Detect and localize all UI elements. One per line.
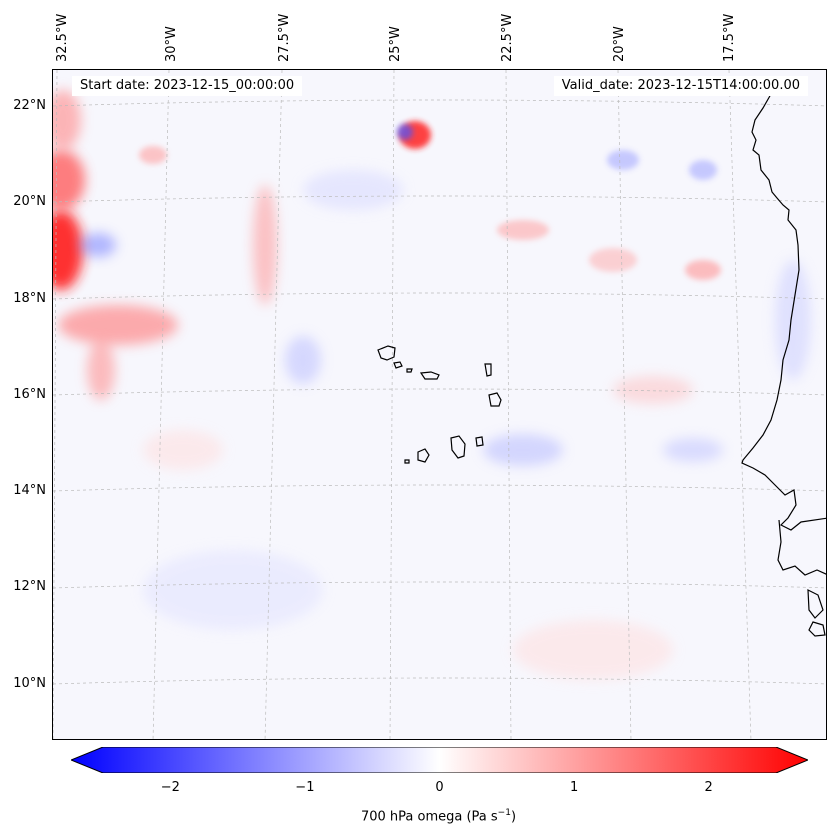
parallel-10n: [53, 677, 826, 685]
ascent-west-17n: [87, 340, 115, 400]
lon-label-27-5w: 27.5°W: [277, 13, 292, 62]
parallel-16n: [53, 388, 826, 396]
colorbar-tick-2: 2: [704, 780, 713, 795]
lat-label-22n: 22°N: [13, 98, 46, 113]
ascent-line-27w: [253, 185, 277, 305]
ascent-west-north: [53, 150, 85, 210]
descent-cell-1: [607, 150, 639, 170]
omega-field-map: [53, 70, 826, 739]
lon-label-32-5w: 32.5°W: [55, 13, 70, 62]
meridian-17-5w: [728, 70, 752, 739]
descent-cell-3: [285, 336, 321, 384]
map-panel: [52, 69, 827, 740]
meridian-20w: [617, 70, 632, 739]
start-date-label: Start date: 2023-12-15_00:00:00: [72, 76, 303, 96]
africa-coastline: [741, 93, 826, 531]
maio-island: [475, 436, 484, 447]
descent-west-19n: [80, 233, 116, 257]
lat-label-18n: 18°N: [13, 291, 46, 306]
colorbar-label: 700 hPa omega (Pa s−1): [0, 808, 837, 824]
coastlines: [377, 93, 826, 637]
parallel-22n: [53, 99, 826, 107]
colorbar-tick-neg2: −2: [160, 780, 180, 795]
meridian-30w: [152, 70, 170, 739]
senegal-gambia-coast: [777, 519, 826, 576]
ascent-west-top: [53, 90, 81, 150]
lat-label-16n: 16°N: [13, 387, 46, 402]
ascent-cell-1: [139, 146, 167, 164]
ascent-cell-5: [613, 376, 693, 404]
descent-core-north: [397, 124, 413, 140]
boa-vista-island: [488, 392, 502, 407]
bijagos-islands-2: [808, 621, 826, 637]
ascent-cell-3: [589, 248, 637, 272]
colorbar-bar: [71, 747, 808, 773]
parallel-18n: [53, 292, 826, 300]
ascent-cell-2: [497, 220, 549, 240]
colorbar: [71, 747, 808, 773]
descent-cell-4: [483, 434, 563, 466]
lat-label-14n: 14°N: [13, 483, 46, 498]
lon-label-30w: 30°W: [164, 26, 179, 62]
ascent-band-18n: [58, 305, 178, 345]
graticule: [53, 70, 826, 739]
colorbar-label-exponent: −1: [497, 808, 511, 818]
lon-label-22-5w: 22.5°W: [500, 13, 515, 62]
santiago-island: [450, 435, 466, 459]
santo-antao-island: [377, 345, 396, 361]
meridian-32-5w: [53, 70, 58, 739]
colorbar-tick-1: 1: [569, 780, 579, 795]
weak-descent-north: [303, 170, 403, 210]
colorbar-tick-0: 0: [435, 780, 444, 795]
colorbar-label-close: ): [510, 809, 517, 825]
weak-descent-south: [143, 550, 323, 630]
strong-ascent-west-edge: [53, 210, 83, 290]
sal-island: [484, 363, 492, 377]
descent-cell-5: [663, 438, 723, 462]
parallel-14n: [53, 484, 826, 492]
sao-nicolau-island: [419, 371, 440, 380]
bijagos-islands-1: [807, 589, 824, 619]
lat-label-20n: 20°N: [13, 194, 46, 209]
santa-luzia-island: [406, 368, 413, 373]
lat-label-12n: 12°N: [13, 579, 46, 594]
ascent-cell-4: [685, 260, 721, 280]
descent-cell-2: [689, 160, 717, 180]
parallel-20n: [53, 195, 826, 203]
weak-ascent-south: [513, 620, 673, 680]
omega-field: [53, 90, 811, 680]
lon-label-25w: 25°W: [388, 26, 403, 62]
sao-vicente-island: [393, 361, 403, 369]
colorbar-label-text: 700 hPa omega (Pa s: [360, 809, 498, 825]
colorbar-tick-neg1: −1: [295, 780, 315, 795]
brava-island: [404, 459, 410, 464]
descent-coast: [775, 260, 811, 380]
meridian-27-5w: [264, 70, 283, 739]
valid-date-label: Valid_date: 2023-12-15T14:00:00.00: [553, 76, 808, 96]
weak-ascent-west: [143, 430, 223, 470]
lat-label-10n: 10°N: [13, 676, 46, 691]
meridian-22-5w: [505, 70, 512, 739]
lon-label-20w: 20°W: [612, 26, 627, 62]
fogo-island: [417, 448, 430, 463]
parallel-12n: [53, 581, 826, 589]
meridian-25w: [389, 70, 395, 739]
lon-label-17-5w: 17.5°W: [722, 13, 737, 62]
